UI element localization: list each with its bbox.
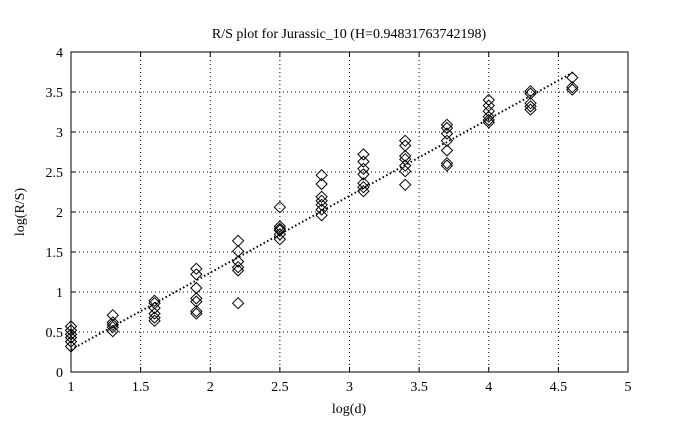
diamond-marker [440,159,454,172]
diamond-marker [398,159,412,172]
diamond-marker [106,318,119,332]
diamond-marker [190,292,203,305]
diamond-marker [315,208,328,222]
x-tick-label: 5 [625,380,632,395]
diamond-marker [566,80,579,94]
diamond-marker [315,168,328,182]
diamond-marker [148,294,161,308]
diamond-marker [273,232,287,246]
diamond-marker [482,116,495,129]
diamond-marker [398,139,412,152]
y-axis-label: log(R/S) [13,188,28,237]
diamond-marker [398,164,412,178]
diamond-marker [524,96,537,110]
diamond-marker [398,134,412,148]
diamond-marker [440,127,454,140]
diamond-marker [231,255,245,268]
diamond-marker [148,307,161,320]
data-points [64,71,579,353]
diamond-marker [482,110,495,124]
diamond-marker [482,99,495,112]
x-axis-label: log(d) [332,402,367,417]
diamond-marker [148,301,161,315]
fit-line [70,71,573,351]
diamond-marker [231,244,245,258]
diamond-marker [440,144,454,157]
diamond-marker [106,320,119,334]
diamond-marker [148,314,161,328]
diamond-marker [482,104,495,118]
y-tick-label: 1 [56,286,63,301]
y-tick-label: 2.5 [46,166,64,181]
diamond-marker [566,71,579,84]
diamond-marker [357,168,370,181]
diamond-marker [440,118,454,132]
diamond-marker [357,148,370,161]
diamond-marker [315,203,328,216]
x-tick-label: 1.5 [132,380,150,395]
diamond-marker [190,268,203,281]
diamond-marker [524,87,537,100]
diamond-marker [190,281,203,295]
diamond-marker [566,83,579,96]
diamond-marker [440,134,454,148]
diamond-marker [398,149,412,163]
diamond-marker [440,156,454,170]
diamond-marker [190,307,203,320]
diamond-marker [231,296,245,310]
chart-title: R/S plot for Jurassic_10 (H=0.9483176374… [212,27,487,42]
y-tick-label: 0 [56,366,63,381]
diamond-marker [315,177,328,191]
diamond-marker [106,308,119,322]
diamond-marker [357,162,370,176]
diamond-marker [231,234,245,248]
diamond-marker [231,260,245,274]
x-tick-label: 2.5 [271,380,289,395]
diamond-marker [524,84,537,98]
y-tick-label: 4 [56,46,63,61]
diamond-marker [190,304,203,318]
diamond-marker [398,152,412,166]
diamond-marker [190,262,203,276]
diamond-marker [273,200,287,214]
x-tick-label: 3 [346,380,353,395]
x-tick-label: 3.5 [410,380,428,395]
axis-ticks: 1 1.5 2 2.5 3 3.5 4 4.5 5 0 0.5 1 1.5 2 2.5 3 3.5 4 [46,46,632,395]
diamond-marker [524,100,537,113]
diamond-marker [524,103,537,116]
y-tick-label: 1.5 [46,246,64,261]
x-tick-label: 4.5 [550,380,568,395]
diamond-marker [482,93,495,107]
diamond-marker [315,190,328,204]
fit-line-group [70,71,573,351]
grid-lines [71,52,628,372]
diamond-marker [106,316,119,329]
y-tick-label: 0.5 [46,326,64,341]
y-tick-label: 3.5 [46,86,64,101]
y-tick-label: 2 [56,206,63,221]
diamond-marker [273,222,287,236]
diamond-marker [398,178,412,192]
x-tick-label: 4 [485,380,492,395]
diamond-marker [148,296,161,310]
y-tick-label: 3 [56,126,63,141]
diamond-marker [357,176,370,190]
x-tick-label: 2 [207,380,214,395]
x-tick-label: 1 [68,380,75,395]
diamond-marker [357,155,370,168]
diamond-marker [273,220,287,233]
